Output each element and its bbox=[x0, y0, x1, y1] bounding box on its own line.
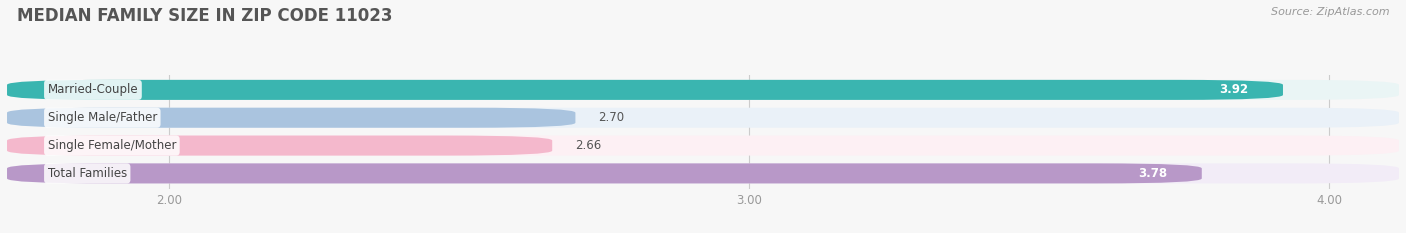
FancyBboxPatch shape bbox=[7, 163, 1399, 183]
Text: 3.92: 3.92 bbox=[1219, 83, 1249, 96]
Text: Total Families: Total Families bbox=[48, 167, 127, 180]
Text: 2.70: 2.70 bbox=[599, 111, 624, 124]
FancyBboxPatch shape bbox=[7, 163, 1202, 183]
Text: Source: ZipAtlas.com: Source: ZipAtlas.com bbox=[1271, 7, 1389, 17]
Text: Single Female/Mother: Single Female/Mother bbox=[48, 139, 176, 152]
Text: 2.66: 2.66 bbox=[575, 139, 602, 152]
FancyBboxPatch shape bbox=[7, 80, 1399, 100]
FancyBboxPatch shape bbox=[7, 80, 1282, 100]
Text: Married-Couple: Married-Couple bbox=[48, 83, 138, 96]
Text: Single Male/Father: Single Male/Father bbox=[48, 111, 157, 124]
FancyBboxPatch shape bbox=[7, 108, 575, 128]
Text: MEDIAN FAMILY SIZE IN ZIP CODE 11023: MEDIAN FAMILY SIZE IN ZIP CODE 11023 bbox=[17, 7, 392, 25]
Text: 3.78: 3.78 bbox=[1137, 167, 1167, 180]
FancyBboxPatch shape bbox=[7, 136, 1399, 156]
FancyBboxPatch shape bbox=[7, 136, 553, 156]
FancyBboxPatch shape bbox=[7, 108, 1399, 128]
